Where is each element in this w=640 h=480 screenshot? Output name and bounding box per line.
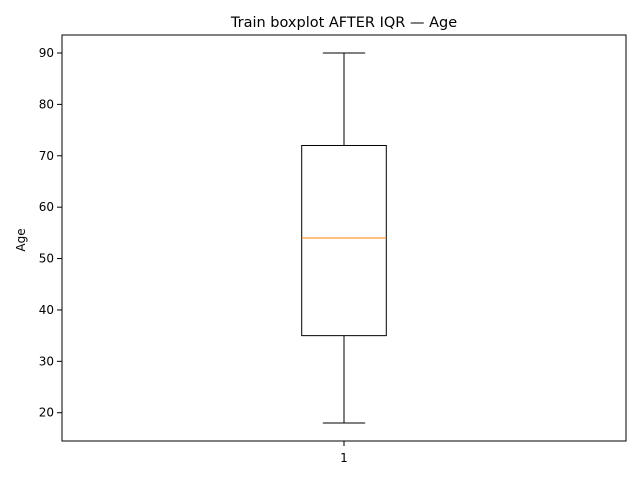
y-tick-label: 50: [39, 252, 54, 266]
chart-title: Train boxplot AFTER IQR — Age: [230, 15, 457, 31]
y-tick-label: 80: [39, 97, 54, 111]
y-tick-label: 90: [39, 46, 54, 60]
y-axis-label: Age: [14, 228, 28, 251]
y-tick-label: 20: [39, 406, 54, 420]
x-axis: 1: [340, 441, 348, 465]
interquartile-box: [301, 144, 387, 337]
plot-frame: [61, 34, 627, 442]
y-tick-label: 70: [39, 149, 54, 163]
y-tick-label: 40: [39, 303, 54, 317]
x-tick-label: 1: [340, 451, 348, 465]
y-tick-label: 60: [39, 200, 54, 214]
box-series: [301, 52, 387, 424]
y-tick-label: 30: [39, 354, 54, 368]
y-axis: 20 30 40 50 60 70 80 90: [39, 46, 62, 420]
